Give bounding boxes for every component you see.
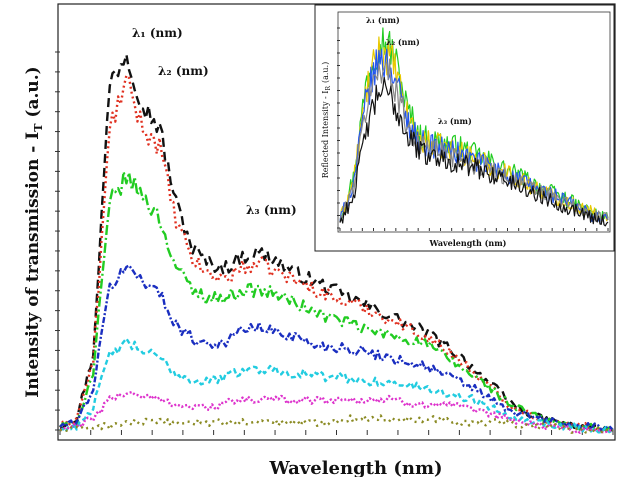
- x-axis-title: Wavelength (nm): [268, 458, 442, 477]
- inset-axis-ticks: [337, 27, 609, 231]
- main-series-group: [58, 53, 614, 435]
- inset-y-axis-title-subscript: R: [325, 86, 332, 91]
- inset-series-group: [339, 27, 609, 227]
- main-series-line-4: [59, 337, 614, 434]
- main-axis-ticks: [55, 51, 614, 435]
- main-series-line-3: [59, 264, 614, 432]
- main-plot-frame: [57, 3, 616, 441]
- inset-y-axis-title-unit: (a.u.): [321, 62, 330, 83]
- y-axis-title-subscript: T: [32, 123, 45, 132]
- inset-y-axis-title-main: Reflected Intensity - I: [321, 91, 330, 179]
- inset-plot-frame: [337, 11, 611, 233]
- inset-y-axis-title: Reflected Intensity - IR (a.u.): [321, 62, 332, 178]
- inset-series-line-2: [339, 48, 609, 224]
- inset-x-axis-title: Wavelength (nm): [429, 238, 507, 248]
- inset-peak-label-lambda2: λ₂ (nm): [386, 37, 420, 47]
- peak-label-lambda1: λ₁ (nm): [132, 26, 183, 40]
- y-axis-title-group: Intensity of transmission - IT (a.u.): [23, 66, 45, 397]
- main-series-line-6: [59, 414, 614, 435]
- main-series-line-0: [59, 53, 614, 433]
- y-axis-title-main: Intensity of transmission - I: [23, 132, 43, 398]
- main-plot: Wavelength (nm) Intensity of transmissio…: [23, 3, 616, 477]
- inset-series-line-4: [339, 76, 609, 227]
- inset-peak-label-lambda1: λ₁ (nm): [366, 15, 400, 25]
- inset-series-line-3: [339, 58, 609, 224]
- inset-y-axis-title-group: Reflected Intensity - IR (a.u.): [321, 62, 332, 178]
- main-series-line-1: [58, 74, 614, 433]
- y-axis-title-unit: (a.u.): [23, 66, 43, 117]
- main-series-line-5: [59, 390, 614, 435]
- y-axis-title: Intensity of transmission - IT (a.u.): [23, 66, 45, 397]
- peak-label-lambda3: λ₃ (nm): [246, 203, 297, 217]
- inset-peak-label-lambda3: λ₃ (nm): [438, 116, 472, 126]
- inset-plot: Wavelength (nm) Reflected Intensity - IR…: [314, 4, 615, 252]
- main-series-line-2: [59, 170, 614, 432]
- peak-label-lambda2: λ₂ (nm): [158, 64, 209, 78]
